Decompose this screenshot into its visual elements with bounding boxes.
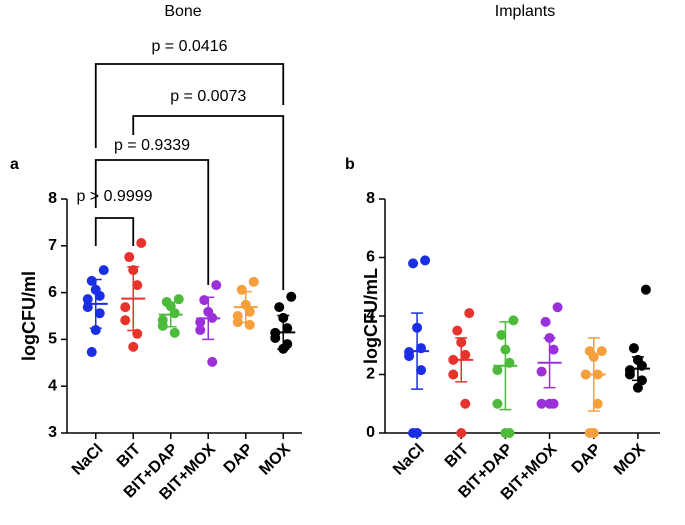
p-value: p = 0.0073 <box>170 88 246 105</box>
y-axis-label: logCFU/mL <box>361 268 381 364</box>
data-point <box>244 306 255 317</box>
chart-title: Bone <box>164 3 201 20</box>
data-point <box>169 308 180 319</box>
y-tick-label: 6 <box>48 284 57 301</box>
data-point <box>640 284 651 295</box>
data-point <box>94 290 105 301</box>
data-point <box>596 346 607 357</box>
x-tick-label: MOX <box>611 441 649 479</box>
data-point <box>274 302 285 313</box>
y-tick-label: 8 <box>48 190 57 207</box>
data-point <box>500 428 511 438</box>
data-point <box>408 428 419 438</box>
data-point <box>157 320 168 331</box>
data-point <box>548 344 559 355</box>
y-tick-label: 3 <box>48 424 57 441</box>
data-point <box>120 302 131 313</box>
data-point <box>632 382 643 393</box>
data-point <box>536 398 547 409</box>
significance-bracket <box>94 159 210 285</box>
data-point <box>624 369 635 380</box>
data-point <box>448 369 459 380</box>
data-point <box>98 265 109 276</box>
x-tick-label: MOX <box>256 441 294 479</box>
data-point <box>94 308 105 319</box>
x-tick-label: NaCl <box>69 441 107 479</box>
data-point <box>195 325 206 336</box>
data-point <box>552 302 563 313</box>
y-tick-label: 4 <box>366 307 375 324</box>
data-point <box>132 280 143 291</box>
panel-label: b <box>345 156 355 173</box>
data-point <box>232 317 243 328</box>
data-point <box>492 365 503 376</box>
data-point <box>86 275 97 286</box>
data-point <box>404 351 415 362</box>
x-tick-label: BIT <box>114 441 144 471</box>
panel-label: a <box>10 156 19 173</box>
data-point <box>508 315 519 326</box>
data-point <box>584 428 595 438</box>
data-point <box>211 280 222 291</box>
data-point <box>628 343 639 354</box>
data-point <box>544 398 555 409</box>
x-tick-label: DAP <box>569 441 605 477</box>
data-point <box>416 365 427 376</box>
data-point <box>464 308 475 319</box>
y-tick-label: 2 <box>366 366 375 383</box>
data-point <box>460 398 471 409</box>
data-point <box>120 315 131 326</box>
data-point <box>128 341 139 352</box>
significance-bracket <box>94 217 135 246</box>
data-point <box>173 294 184 305</box>
data-point <box>286 291 297 302</box>
data-point <box>460 349 471 360</box>
data-point <box>169 327 180 338</box>
data-point <box>420 255 431 266</box>
y-tick-label: 6 <box>366 249 375 266</box>
p-value: p = 0.0416 <box>151 38 227 55</box>
x-tick-label: NaCl <box>390 441 428 479</box>
y-tick-label: 5 <box>48 331 57 348</box>
data-point <box>207 356 218 367</box>
data-point <box>408 258 419 269</box>
x-tick-label: BIT <box>442 441 472 471</box>
data-point <box>496 330 507 341</box>
y-tick-label: 4 <box>48 377 57 394</box>
significance-bracket <box>132 115 285 290</box>
y-tick-label: 7 <box>48 237 57 254</box>
x-tick-label: DAP <box>221 441 257 477</box>
data-point <box>536 366 547 377</box>
p-value: p = 0.9339 <box>114 137 190 154</box>
y-tick-label: 8 <box>366 190 375 207</box>
data-point <box>136 237 147 248</box>
data-point <box>248 276 259 287</box>
data-point <box>195 317 206 328</box>
chart-title: Implants <box>495 3 555 20</box>
data-point <box>452 325 463 336</box>
data-point <box>592 398 603 409</box>
data-point <box>270 332 281 343</box>
data-point <box>282 323 293 334</box>
significance-bracket <box>94 63 285 148</box>
data-point <box>86 347 97 358</box>
data-point <box>492 398 503 409</box>
data-point <box>82 294 93 305</box>
data-point <box>124 252 135 263</box>
p-value: p > 0.9999 <box>76 188 152 205</box>
y-axis-label: logCFU/ml <box>19 271 39 361</box>
data-point <box>132 328 143 339</box>
data-point <box>456 428 467 438</box>
y-tick-label: 0 <box>366 424 375 441</box>
data-point <box>540 316 551 327</box>
